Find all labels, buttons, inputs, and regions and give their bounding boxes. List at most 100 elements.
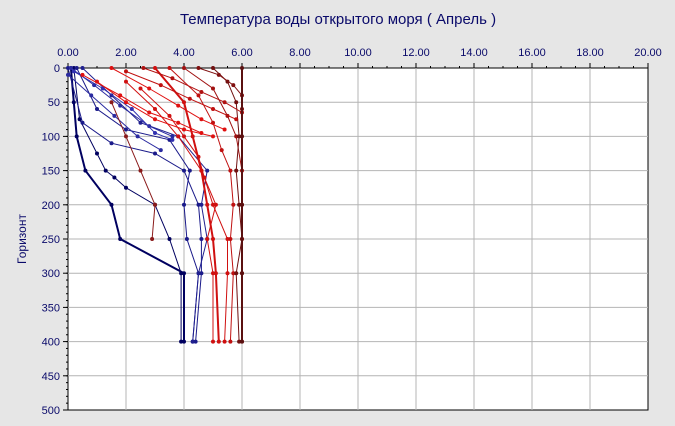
- data-point: [153, 202, 157, 207]
- data-point: [182, 134, 186, 139]
- data-point: [179, 339, 184, 344]
- data-point: [211, 86, 215, 91]
- data-point: [237, 134, 242, 139]
- data-point: [80, 120, 85, 125]
- data-point: [138, 86, 143, 91]
- data-point: [124, 79, 128, 84]
- data-point: [225, 237, 230, 241]
- data-point: [240, 271, 244, 276]
- data-point: [153, 107, 157, 112]
- x-tick-label: 6.00: [231, 47, 252, 59]
- data-point: [80, 72, 85, 77]
- data-point: [237, 339, 242, 344]
- data-point: [124, 185, 128, 190]
- data-point: [237, 202, 242, 207]
- data-point: [124, 69, 128, 74]
- series-12: [124, 79, 218, 344]
- series-group: [66, 66, 244, 344]
- data-point: [190, 134, 195, 139]
- series-7: [68, 66, 175, 139]
- series-18: [109, 66, 227, 132]
- data-point: [228, 237, 233, 241]
- data-point: [199, 89, 204, 94]
- y-tick-label: 450: [42, 371, 60, 383]
- data-point: [187, 96, 192, 101]
- y-tick-label: 150: [42, 166, 60, 178]
- data-point: [176, 103, 181, 108]
- data-point: [211, 134, 215, 139]
- x-tick-label: 18.00: [576, 47, 604, 59]
- data-point: [89, 93, 94, 98]
- data-point: [231, 202, 236, 207]
- y-tick-label: 400: [42, 337, 60, 349]
- data-point: [193, 339, 198, 344]
- data-point: [190, 339, 195, 344]
- data-point: [216, 72, 221, 77]
- data-point: [147, 124, 152, 129]
- data-point: [138, 168, 143, 173]
- data-point: [199, 130, 204, 135]
- series-line: [125, 81, 217, 342]
- data-point: [234, 134, 239, 139]
- data-point: [153, 130, 157, 135]
- y-tick-label: 50: [48, 97, 60, 109]
- data-point: [231, 271, 236, 276]
- data-point: [211, 202, 215, 207]
- data-point: [182, 339, 186, 344]
- x-tick-label: 16.00: [518, 47, 546, 59]
- data-point: [109, 100, 114, 105]
- series-line: [69, 67, 185, 342]
- data-point: [199, 168, 204, 173]
- data-point: [153, 151, 157, 156]
- data-point: [150, 237, 155, 241]
- data-point: [170, 137, 175, 142]
- data-point: [77, 117, 82, 122]
- data-point: [211, 66, 215, 70]
- data-point: [71, 100, 76, 105]
- data-point: [228, 339, 233, 344]
- data-point: [153, 66, 157, 70]
- data-point: [118, 93, 123, 98]
- data-point: [240, 66, 244, 70]
- y-tick-label: 250: [42, 234, 60, 246]
- data-point: [211, 339, 215, 344]
- data-point: [147, 110, 152, 115]
- data-point: [219, 148, 224, 153]
- data-point: [182, 100, 186, 105]
- data-point: [222, 100, 227, 105]
- data-point: [68, 66, 73, 70]
- data-point: [109, 141, 114, 146]
- data-point: [234, 117, 239, 122]
- series-22: [240, 66, 244, 344]
- data-point: [182, 127, 186, 132]
- data-point: [95, 107, 99, 112]
- data-point: [211, 237, 215, 241]
- data-point: [118, 237, 123, 241]
- data-point: [112, 113, 117, 118]
- data-point: [222, 339, 227, 344]
- data-point: [205, 237, 210, 241]
- series-line: [154, 67, 220, 342]
- data-point: [182, 168, 186, 173]
- data-point: [196, 271, 201, 276]
- data-point: [109, 66, 114, 70]
- data-point: [222, 127, 227, 132]
- x-tick-label: 2.00: [115, 47, 136, 59]
- data-point: [167, 66, 172, 70]
- x-tick-label: 10.00: [344, 47, 372, 59]
- data-point: [141, 66, 146, 70]
- y-tick-label: 100: [42, 131, 60, 143]
- x-axis: 0.00 2.00 4.00 6.00 8.00 10.00 12.00 14.00 16.00…: [57, 47, 662, 68]
- data-point: [80, 66, 85, 70]
- data-point: [124, 100, 128, 105]
- data-point: [170, 76, 175, 81]
- data-point: [213, 271, 218, 276]
- series-8: [71, 69, 175, 142]
- data-point: [234, 168, 239, 173]
- data-point: [170, 134, 175, 139]
- data-point: [179, 271, 184, 276]
- data-point: [167, 113, 172, 118]
- data-point: [118, 103, 123, 108]
- data-point: [129, 107, 134, 112]
- data-point: [147, 86, 152, 91]
